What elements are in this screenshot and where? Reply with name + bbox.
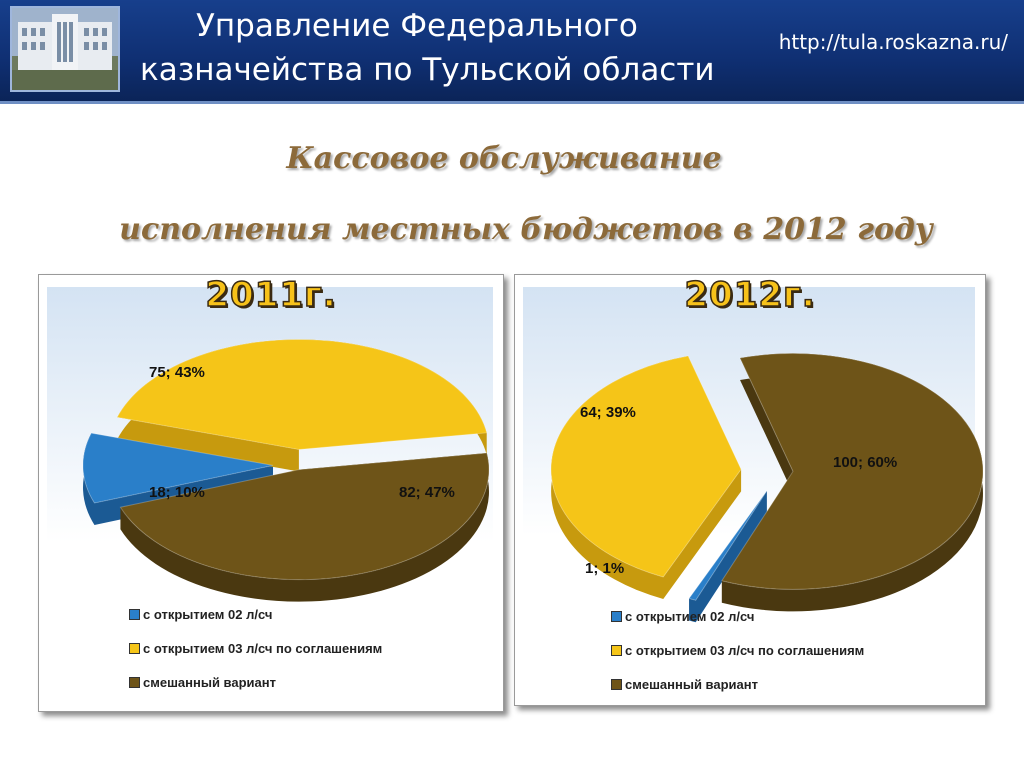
legend-label: с открытием 02 л/сч [625,609,755,624]
slice-mixed[interactable] [721,352,984,590]
slide-title-line2: исполнения местных бюджетов в 2012 году [119,212,933,247]
legend-label: с открытием 02 л/сч [143,607,273,622]
slice-02-ls[interactable] [82,432,274,504]
legend-label: с открытием 03 л/сч по соглашениям [143,641,383,656]
pie-slices [550,352,984,623]
legend-swatch [611,645,622,656]
data-label-slice-03-ls: 64; 39% [580,404,636,421]
org-name-line1: Управление Федерального [196,8,638,44]
data-label-slice-02-ls: 18; 10% [149,484,205,501]
legend-swatch [611,679,622,690]
slice-02-ls[interactable] [688,490,768,601]
header-banner: Управление Федерального казначейства по … [0,0,1024,104]
legend-label: смешанный вариант [625,677,758,692]
pie-chart-2011: 18; 10% 75; 43% 82; 47% [82,338,490,602]
legend-2011: с открытием 02 л/сч с открытием 03 л/сч п… [129,607,382,709]
data-label-slice-03-ls: 75; 43% [149,364,205,381]
chart-panel-2011: 18; 10% 75; 43% 82; 47% 2011г. с открытием… [38,274,504,712]
legend-2012: с открытием 02 л/сч с открытием 03 л/сч п… [611,609,864,711]
chart-title-2011: 2011г. [205,274,337,316]
pie-slices [82,338,490,602]
data-label-slice-mixed: 82; 47% [399,484,455,501]
slice-mixed[interactable] [119,452,490,581]
slice-mixed-side [120,453,489,602]
legend-swatch [129,643,140,654]
slice-03-ls[interactable] [116,338,488,450]
data-label-slice-02-ls: 1; 1% [585,560,624,577]
chart-title-2012: 2012г. [684,274,816,316]
legend-label: с открытием 03 л/сч по соглашениям [625,643,865,658]
legend-item-slice-03-ls: с открытием 03 л/сч по соглашениям [611,643,864,677]
slice-mixed-side [721,353,983,612]
legend-label: смешанный вариант [143,675,276,690]
legend-item-slice-02-ls: с открытием 02 л/сч [129,607,382,641]
slide-title-line1: Кассовое обслуживание [286,141,722,176]
pie-chart-2012: 1; 1% 64; 39% 100; 60% [550,352,984,623]
legend-item-slice-mixed: смешанный вариант [129,675,382,709]
data-label-slice-mixed: 100; 60% [833,454,897,471]
legend-item-slice-mixed: смешанный вариант [611,677,864,711]
legend-item-slice-03-ls: с открытием 03 л/сч по соглашениям [129,641,382,675]
legend-swatch [611,611,622,622]
legend-swatch [129,677,140,688]
slice-02-ls-side [83,433,274,525]
building-image [12,8,118,90]
org-name-line2: казначейства по Тульской области [140,52,715,88]
slice-03-ls-side [551,356,742,599]
slice-02-ls-side [689,490,767,623]
slice-03-ls[interactable] [550,355,742,578]
legend-swatch [129,609,140,620]
chart-panel-2012: 1; 1% 64; 39% 100; 60% 2012г. с открытием … [514,274,986,706]
legend-item-slice-02-ls: с открытием 02 л/сч [611,609,864,643]
building-photo [10,6,120,92]
site-url[interactable]: http://tula.roskazna.ru/ [778,30,1008,54]
